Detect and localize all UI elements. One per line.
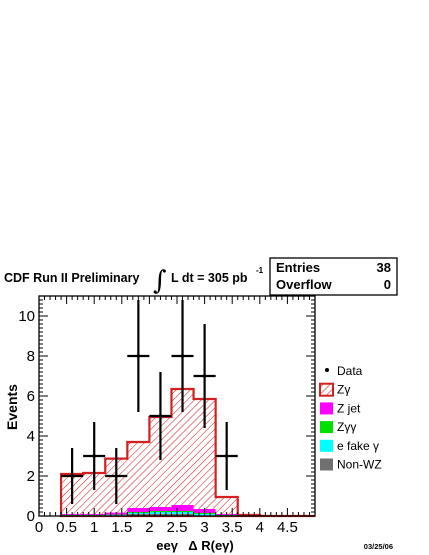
x-tick-label: 1.5 bbox=[111, 519, 132, 536]
x-tick-label: 1 bbox=[90, 519, 98, 536]
overflow-value: 0 bbox=[384, 277, 391, 292]
data-points bbox=[61, 300, 238, 504]
legend-label-data: Data bbox=[337, 364, 363, 378]
data-point-marker bbox=[224, 454, 229, 458]
y-tick-label: 10 bbox=[18, 308, 35, 325]
header-prefix: CDF Run II Preliminary bbox=[4, 271, 139, 285]
hist-z-jet bbox=[61, 505, 315, 516]
data-point-marker bbox=[136, 354, 141, 358]
data-point bbox=[149, 372, 172, 460]
data-point bbox=[83, 422, 106, 490]
stats-box: Entries 38 Overflow 0 bbox=[269, 257, 398, 296]
y-axis-label: Events bbox=[4, 384, 20, 430]
x-tick-label: 4.5 bbox=[277, 519, 298, 536]
legend-label: Non-WZ bbox=[337, 458, 382, 472]
x-tick-label: 0.5 bbox=[56, 519, 77, 536]
data-point bbox=[193, 324, 216, 428]
x-tick-label: 2.5 bbox=[167, 519, 188, 536]
data-point-marker bbox=[180, 354, 185, 358]
data-point bbox=[127, 300, 150, 412]
legend-label: Z jet bbox=[337, 401, 361, 415]
legend-marker-data bbox=[325, 368, 329, 372]
legend-swatch bbox=[320, 421, 333, 434]
legend-entry: Non-WZ bbox=[320, 458, 382, 472]
legend-swatch bbox=[320, 402, 333, 415]
header-lumi-exponent: -1 bbox=[256, 266, 264, 275]
overflow-label: Overflow bbox=[276, 277, 333, 292]
y-tick-label: 4 bbox=[27, 428, 35, 445]
legend-label: Zγ bbox=[337, 383, 350, 397]
y-tick-label: 8 bbox=[27, 348, 35, 365]
y-tick-label: 0 bbox=[27, 508, 35, 525]
y-tick-label: 6 bbox=[27, 388, 35, 405]
x-tick-label: 4 bbox=[256, 519, 264, 536]
legend-entry: Zγγ bbox=[320, 420, 356, 434]
legend-entry: Z jet bbox=[320, 401, 361, 415]
stacked-histograms bbox=[59, 387, 315, 518]
legend-label: e fake γ bbox=[337, 439, 379, 453]
data-point-marker bbox=[92, 454, 96, 458]
x-tick-label: 3 bbox=[200, 519, 208, 536]
data-point-marker bbox=[114, 474, 119, 478]
legend-swatch bbox=[320, 439, 333, 452]
data-point-marker bbox=[202, 374, 207, 378]
hist-z bbox=[59, 387, 315, 518]
legend-swatch bbox=[320, 458, 333, 471]
footer-date: 03/25/06 bbox=[364, 542, 393, 551]
x-tick-label: 3.5 bbox=[222, 519, 243, 536]
data-point-marker bbox=[158, 414, 163, 418]
axes: 0 0.5 1 1.5 2 2.5 3 3.5 4 4.5 0 2 4 6 8 10 bbox=[18, 295, 316, 536]
legend-entry: Zγ bbox=[319, 382, 350, 397]
legend: Data Zγ Z jet Zγγ e fake γ Non-WZ bbox=[319, 364, 382, 472]
header-lumi: L dt = 305 pb bbox=[171, 271, 248, 285]
entries-value: 38 bbox=[377, 260, 391, 275]
data-point bbox=[105, 448, 128, 504]
data-point bbox=[215, 422, 238, 490]
data-point-marker bbox=[70, 474, 74, 478]
data-point bbox=[61, 448, 84, 504]
entries-label: Entries bbox=[276, 260, 320, 275]
x-axis-label: eeγ Δ R(eγ) bbox=[156, 538, 234, 553]
x-tick-label: 2 bbox=[145, 519, 153, 536]
header-integral: ∫ bbox=[153, 266, 167, 296]
x-tick-label: 0 bbox=[35, 519, 43, 536]
y-tick-label: 2 bbox=[27, 468, 35, 485]
legend-swatch bbox=[319, 382, 334, 397]
data-point bbox=[171, 300, 194, 412]
legend-entry: e fake γ bbox=[320, 439, 379, 453]
legend-label: Zγγ bbox=[337, 420, 356, 434]
legend-entry-data: Data bbox=[325, 364, 363, 378]
